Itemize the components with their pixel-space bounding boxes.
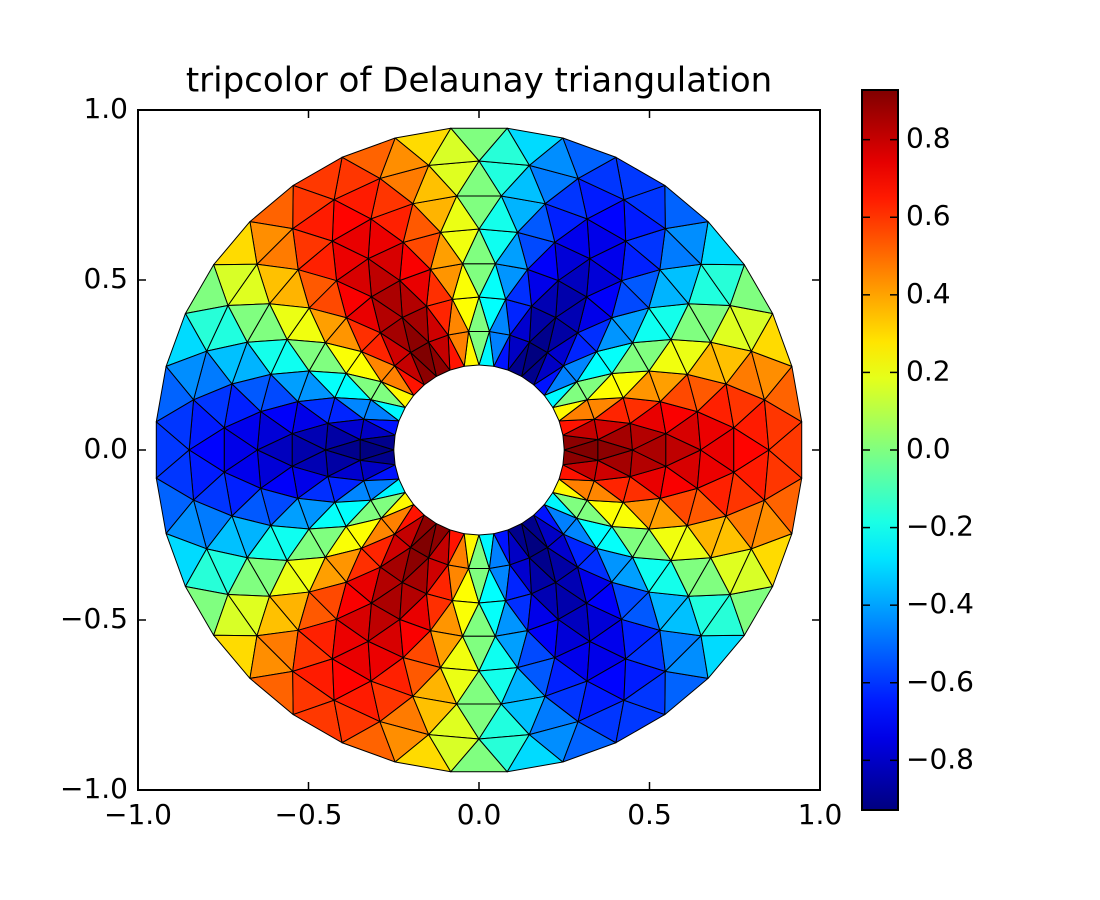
x-tick-label: 1.0 [798, 798, 843, 831]
x-tick-label: −1.0 [104, 798, 172, 831]
y-tick-label: −0.5 [60, 602, 128, 635]
y-tick-label: −1.0 [60, 772, 128, 805]
colorbar-tick-label: −0.4 [906, 587, 974, 620]
colorbar-tick-label: −0.6 [906, 665, 974, 698]
x-tick-label: 0.0 [457, 798, 502, 831]
colorbar-tick-label: 0.4 [906, 277, 951, 310]
y-tick-label: 1.0 [83, 92, 128, 125]
triangle [768, 421, 803, 479]
colorbar-tick-label: 0.0 [906, 432, 951, 465]
y-tick-label: 0.0 [83, 432, 128, 465]
colorbar-tick-label: 0.6 [906, 199, 951, 232]
triangle [665, 433, 702, 467]
triangle [213, 221, 258, 266]
colorbar-tick-label: −0.2 [906, 510, 974, 543]
triangle [664, 670, 709, 716]
chart-title: tripcolor of Delaunay triangulation [186, 61, 772, 101]
x-tick-label: −0.5 [275, 798, 343, 831]
x-tick-label: 0.5 [627, 798, 672, 831]
triangle [249, 670, 294, 716]
y-tick-label: 0.5 [83, 262, 128, 295]
triangle [733, 427, 770, 473]
colorbar-tick-label: −0.8 [906, 742, 974, 775]
colorbar-tick-label: 0.8 [906, 122, 951, 155]
triangle [597, 439, 633, 461]
triangle [213, 634, 258, 679]
triangle [249, 184, 294, 230]
triangle [700, 634, 745, 679]
triangle [664, 184, 709, 230]
colorbar-tick-label: 0.2 [906, 354, 951, 387]
triangle [700, 221, 745, 266]
